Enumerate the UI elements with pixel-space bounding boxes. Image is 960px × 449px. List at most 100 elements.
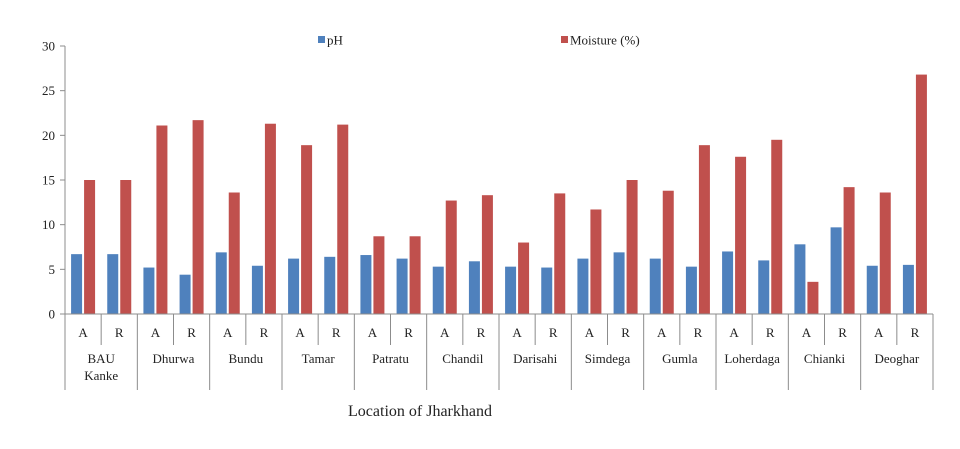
bar-moisture	[843, 187, 855, 314]
y-tick-label: 30	[42, 39, 55, 54]
bar-ph	[577, 258, 589, 314]
bar-moisture	[409, 236, 421, 314]
location-label: Chandil	[442, 351, 484, 366]
y-tick-label: 25	[42, 83, 55, 98]
bar-moisture	[807, 281, 819, 314]
bar-ph	[215, 252, 227, 314]
location-label: BAU	[87, 351, 115, 366]
subcategory-label: R	[187, 325, 196, 340]
chart-legend: pH Moisture (%)	[318, 33, 640, 48]
subcategory-label: R	[404, 325, 413, 340]
subcategory-label: R	[115, 325, 124, 340]
bar-moisture	[84, 180, 96, 314]
bar-ph	[902, 264, 914, 314]
location-label: Loherdaga	[724, 351, 780, 366]
bar-ph	[866, 265, 878, 314]
legend-label: Moisture (%)	[570, 33, 640, 48]
location-label: Chianki	[804, 351, 846, 366]
bar-moisture	[662, 190, 674, 314]
x-axis-title: Location of Jharkhand	[348, 403, 492, 420]
bar-moisture	[192, 120, 204, 314]
bar-ph	[432, 266, 444, 314]
bar-moisture	[879, 192, 891, 314]
bar-moisture	[518, 242, 530, 314]
legend-swatch	[561, 36, 568, 43]
bar-ph	[107, 254, 119, 314]
bar-moisture	[301, 145, 313, 314]
subcategory-label: R	[477, 325, 486, 340]
subcategory-label: A	[440, 325, 450, 340]
bar-moisture	[264, 123, 276, 314]
bars	[71, 74, 927, 314]
y-tick-label: 0	[49, 307, 56, 322]
subcategory-label: A	[874, 325, 884, 340]
bar-moisture	[445, 200, 457, 314]
subcategory-label: R	[260, 325, 269, 340]
subcategory-label: A	[78, 325, 88, 340]
subcategory-label: R	[911, 325, 920, 340]
subcategory-label: R	[838, 325, 847, 340]
bar-moisture	[915, 74, 927, 314]
bar-ph	[360, 255, 372, 314]
y-tick-label: 10	[42, 217, 55, 232]
bar-ph	[396, 258, 408, 314]
bar-ph	[758, 260, 770, 314]
bar-moisture	[481, 195, 493, 314]
location-label: Deoghar	[874, 351, 919, 366]
y-tick-label: 15	[42, 173, 55, 188]
bar-ph	[143, 267, 155, 314]
bar-ph	[251, 265, 263, 314]
bar-moisture	[771, 139, 783, 314]
bar-moisture	[590, 209, 602, 314]
subcategory-label: A	[729, 325, 739, 340]
subcategory-label: A	[657, 325, 667, 340]
subcategory-label: R	[694, 325, 703, 340]
bar-ph	[71, 254, 83, 314]
subcategory-label: R	[332, 325, 341, 340]
bar-ph	[468, 261, 480, 314]
location-label: Gumla	[662, 351, 698, 366]
bar-moisture	[735, 156, 747, 314]
subcategory-label: R	[549, 325, 558, 340]
location-label: Darisahi	[513, 351, 557, 366]
bar-moisture	[626, 180, 638, 314]
bar-moisture	[554, 193, 566, 314]
bar-moisture	[228, 192, 240, 314]
subcategory-label: A	[295, 325, 305, 340]
y-axis: 0 5 10 15 20 25 30	[42, 39, 66, 322]
bar-ph	[685, 266, 697, 314]
subcategory-label: A	[802, 325, 812, 340]
bar-moisture	[698, 145, 710, 314]
subcategory-label: A	[223, 325, 233, 340]
bar-moisture	[373, 236, 385, 314]
legend-label: pH	[327, 33, 343, 48]
bar-ph	[505, 266, 517, 314]
bar-ph	[830, 227, 842, 314]
subcategory-label: R	[766, 325, 775, 340]
location-label: Patratu	[372, 351, 409, 366]
bar-ph	[179, 274, 191, 314]
bar-ph	[649, 258, 661, 314]
y-tick-label: 20	[42, 128, 55, 143]
subcategory-label: A	[151, 325, 161, 340]
bar-ph	[722, 251, 734, 314]
subcategory-label: A	[368, 325, 378, 340]
legend-swatch	[318, 36, 325, 43]
bar-ph	[324, 256, 336, 314]
bar-moisture	[120, 180, 132, 314]
bar-moisture	[156, 125, 168, 314]
bar-ph	[613, 252, 625, 314]
location-label: Simdega	[585, 351, 631, 366]
location-label: Bundu	[228, 351, 263, 366]
location-label: Tamar	[302, 351, 336, 366]
location-label: Kanke	[84, 368, 118, 383]
bar-ph	[288, 258, 300, 314]
location-label: Dhurwa	[153, 351, 195, 366]
subcategory-label: R	[621, 325, 630, 340]
bar-moisture	[337, 124, 349, 314]
subcategory-label: A	[512, 325, 522, 340]
bar-ph	[794, 244, 806, 314]
bar-ph	[541, 267, 553, 314]
